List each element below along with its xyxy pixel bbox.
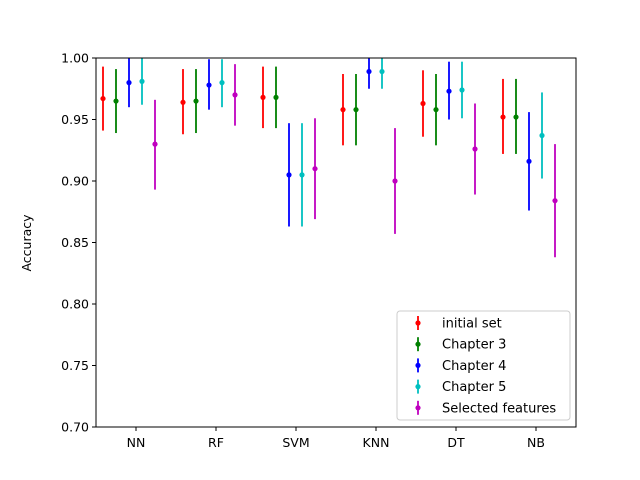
y-tick-label: 1.00: [61, 51, 89, 66]
data-point: [219, 80, 225, 86]
plot-area: [100, 58, 558, 258]
legend-swatch-point: [415, 320, 421, 326]
legend-label: Selected features: [442, 401, 556, 416]
legend-swatch-point: [415, 384, 421, 390]
data-point: [379, 68, 385, 75]
data-point: [353, 107, 359, 113]
data-point: [299, 172, 305, 178]
data-point: [526, 158, 532, 164]
series-selected-features: [152, 64, 558, 258]
x-tick-label-nn: NN: [127, 435, 146, 450]
legend-box: [396, 310, 571, 421]
y-tick-label: 0.95: [61, 112, 89, 127]
data-point: [312, 166, 318, 172]
data-point: [113, 98, 119, 104]
legend: initial set Chapter 3 Chapter 4 Chapter 5 Se…: [396, 310, 571, 421]
data-point: [260, 94, 266, 100]
data-point: [100, 95, 106, 102]
data-point: [392, 178, 398, 184]
data-point: [139, 78, 145, 84]
data-point: [366, 68, 372, 75]
y-tick-label: 0.90: [61, 174, 89, 189]
y-tick-label: 0.85: [61, 235, 89, 250]
x-tick-label-nb: NB: [527, 435, 545, 450]
y-tick-label: 0.80: [61, 297, 89, 312]
data-point: [539, 132, 545, 139]
legend-swatch-point: [415, 341, 421, 347]
x-tick-label-svm: SVM: [282, 435, 309, 450]
data-point: [340, 107, 346, 113]
legend-swatch-point: [415, 405, 421, 411]
y-tick-label: 0.70: [61, 420, 89, 435]
x-tick-label-dt: DT: [447, 435, 465, 450]
legend-label: Chapter 3: [442, 338, 506, 353]
data-point: [446, 88, 452, 94]
data-point: [552, 198, 558, 204]
data-point: [206, 82, 212, 88]
legend-swatch-point: [415, 362, 421, 368]
axis-ticks: 0.70 0.75 0.80 0.85 0.90 0.95 1.00 NN RF SVM KNN DT…: [61, 51, 545, 451]
data-point: [193, 98, 199, 104]
series-chapter-3: [113, 66, 519, 154]
data-point: [152, 141, 158, 147]
data-point: [459, 87, 465, 93]
data-point: [513, 114, 519, 120]
data-point: [273, 94, 279, 100]
y-tick-label: 0.75: [61, 358, 89, 373]
data-point: [286, 172, 292, 178]
data-point: [232, 92, 238, 98]
data-point: [433, 107, 439, 113]
series-chapter-5: [139, 58, 545, 227]
x-tick-label-knn: KNN: [363, 435, 390, 450]
series-chapter-4: [126, 58, 532, 227]
data-point: [126, 80, 132, 86]
legend-label: initial set: [442, 317, 502, 332]
y-axis-label: Accuracy: [19, 214, 34, 272]
legend-label: Chapter 4: [442, 359, 506, 374]
series-marks: [100, 58, 558, 258]
data-point: [180, 99, 186, 105]
legend-label: Chapter 5: [442, 380, 506, 395]
data-point: [420, 100, 426, 107]
data-point: [472, 146, 478, 152]
x-tick-label-rf: RF: [208, 435, 224, 450]
series-initial-set: [100, 66, 506, 154]
data-point: [500, 114, 506, 120]
